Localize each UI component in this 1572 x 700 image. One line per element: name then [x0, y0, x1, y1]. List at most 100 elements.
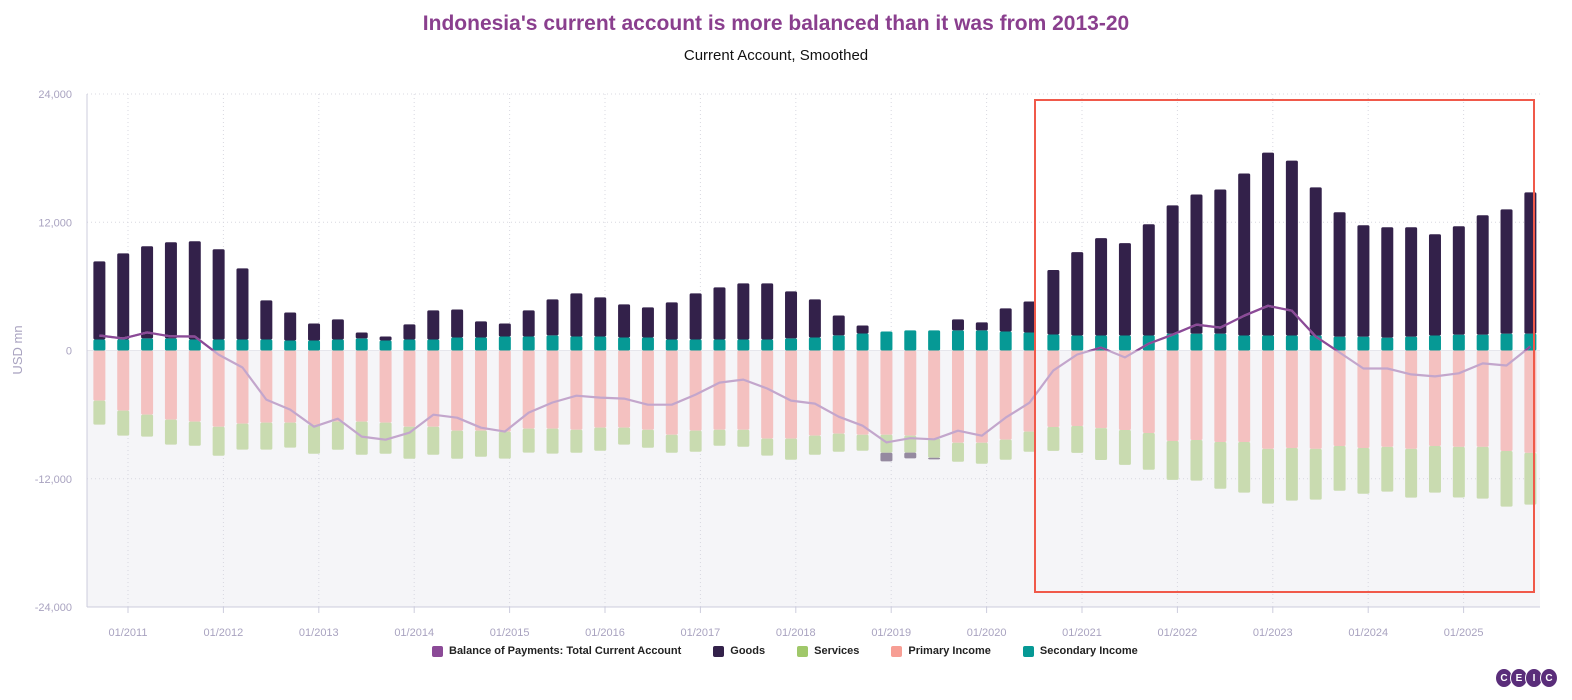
- bar-secondary-income: [665, 339, 678, 351]
- bar-primary-income: [904, 350, 917, 436]
- bar-goods: [785, 291, 798, 339]
- bar-services: [1333, 445, 1346, 491]
- bar-secondary-income: [832, 335, 845, 351]
- bar-goods: [141, 246, 154, 339]
- bar-services: [570, 429, 583, 453]
- legend-label: Goods: [730, 645, 766, 657]
- bar-secondary-income: [618, 337, 631, 351]
- legend-item-goods[interactable]: Goods: [713, 645, 765, 657]
- bar-services: [355, 421, 368, 455]
- bar-services: [1452, 446, 1465, 498]
- bar-primary-income: [808, 350, 821, 436]
- bar-services: [1095, 428, 1108, 460]
- bar-primary-income: [1190, 350, 1203, 440]
- y-axis-title: USD mn: [10, 325, 25, 374]
- bar-primary-income: [713, 350, 726, 430]
- bar-primary-income: [785, 350, 798, 439]
- bar-secondary-income: [403, 339, 416, 351]
- bar-secondary-income: [522, 336, 535, 351]
- bar-primary-income: [594, 350, 607, 428]
- x-tick-label: 01/2015: [490, 627, 530, 639]
- bar-primary-income: [1381, 350, 1394, 447]
- bar-goods: [1095, 238, 1108, 336]
- bar-services: [1428, 445, 1441, 493]
- legend-item-services[interactable]: Services: [797, 645, 859, 657]
- bar-secondary-income: [1071, 335, 1084, 351]
- bar-services: [808, 435, 821, 455]
- x-tick-label: 01/2016: [585, 627, 625, 639]
- bar-secondary-income: [1428, 335, 1441, 351]
- x-tick-label: 01/2012: [204, 627, 244, 639]
- bar-secondary-income: [331, 339, 344, 351]
- bar-goods: [522, 310, 535, 337]
- bar-goods: [1214, 189, 1227, 334]
- bar-goods: [618, 304, 631, 338]
- bar-services: [1166, 441, 1179, 480]
- bar-goods: [1023, 301, 1036, 333]
- bar-goods: [713, 287, 726, 340]
- x-tick-label: 01/2020: [967, 627, 1007, 639]
- bar-secondary-income: [975, 330, 988, 351]
- bar-goods: [928, 457, 941, 460]
- bar-primary-income: [546, 350, 559, 429]
- bar-services: [1309, 448, 1322, 500]
- logo-letter: C: [1540, 668, 1558, 688]
- bar-primary-income: [427, 350, 440, 427]
- bar-primary-income: [665, 350, 678, 435]
- bar-primary-income: [761, 350, 774, 439]
- bar-secondary-income: [1190, 333, 1203, 351]
- current-account-line: [99, 304, 1532, 444]
- bar-secondary-income: [1118, 335, 1131, 351]
- bar-goods: [355, 332, 368, 339]
- bar-secondary-income: [1357, 336, 1370, 351]
- legend-item-secondary-income[interactable]: Secondary Income: [1022, 645, 1138, 657]
- bar-secondary-income: [474, 337, 487, 351]
- bars: [93, 152, 1537, 507]
- y-tick-labels: 24,000 12,000 0 -12,000 -24,000: [35, 89, 72, 614]
- bar-primary-income: [1214, 350, 1227, 442]
- bar-primary-income: [928, 350, 941, 439]
- bar-secondary-income: [284, 340, 297, 351]
- legend-swatch: [891, 645, 903, 657]
- bar-services: [284, 422, 297, 448]
- chart-title: Indonesia's current account is more bala…: [422, 12, 1130, 35]
- bar-services: [1500, 450, 1513, 507]
- bar-goods: [689, 293, 702, 340]
- bar-services: [1047, 427, 1060, 451]
- x-tick-label: 01/2023: [1253, 627, 1293, 639]
- bar-primary-income: [1238, 350, 1251, 442]
- bar-primary-income: [93, 350, 106, 401]
- bar-secondary-income: [761, 339, 774, 351]
- bar-secondary-income: [1333, 336, 1346, 351]
- bar-goods: [1476, 215, 1489, 335]
- bar-primary-income: [570, 350, 583, 430]
- bar-services: [761, 438, 774, 456]
- bar-secondary-income: [1405, 336, 1418, 351]
- bar-goods: [1381, 227, 1394, 338]
- bar-secondary-income: [808, 337, 821, 351]
- line-above-zero: [99, 304, 1532, 351]
- bar-secondary-income: [1452, 334, 1465, 351]
- legend-swatch: [713, 645, 725, 657]
- bar-primary-income: [403, 350, 416, 427]
- bar-goods: [427, 310, 440, 340]
- x-tick-label: 01/2014: [394, 627, 434, 639]
- bar-secondary-income: [1381, 337, 1394, 351]
- bar-primary-income: [1309, 350, 1322, 449]
- bar-services: [641, 429, 654, 448]
- bar-services: [117, 410, 130, 436]
- legend-item-total-current-account[interactable]: Balance of Payments: Total Current Accou…: [432, 645, 681, 657]
- bar-primary-income: [975, 350, 988, 443]
- bar-services: [832, 433, 845, 452]
- bar-secondary-income: [785, 338, 798, 351]
- bar-services: [665, 434, 678, 453]
- bar-services: [951, 442, 964, 462]
- bar-goods: [260, 300, 273, 340]
- x-tick-label: 01/2021: [1062, 627, 1102, 639]
- bar-primary-income: [1476, 350, 1489, 447]
- bar-secondary-income: [355, 338, 368, 351]
- bar-primary-income: [379, 350, 392, 423]
- bar-goods: [1118, 243, 1131, 336]
- bar-goods: [451, 309, 464, 338]
- legend-item-primary-income[interactable]: Primary Income: [891, 645, 991, 657]
